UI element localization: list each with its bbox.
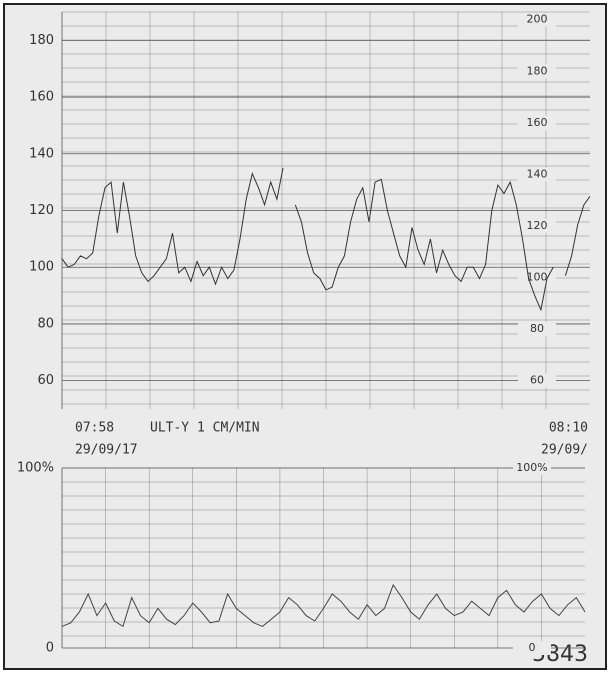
start-time: 07:58 xyxy=(75,421,114,436)
mode: ULT-Y 1 CM/MIN xyxy=(150,421,260,436)
paper xyxy=(3,3,607,670)
y-tick-label: 180 xyxy=(29,33,54,48)
label-bg xyxy=(518,115,556,130)
y-tick-label: 140 xyxy=(29,146,54,161)
label-bg xyxy=(518,167,556,182)
trace xyxy=(61,167,591,312)
y2-tick-label: 60 xyxy=(530,374,544,387)
y2-tick-label: 100% xyxy=(516,461,547,474)
y-tick-label: 0 xyxy=(46,641,54,656)
end-date: 29/09/ xyxy=(541,443,588,458)
label-bg xyxy=(518,322,556,337)
y-tick-label: 160 xyxy=(29,90,54,105)
y2-tick-label: 0 xyxy=(529,641,536,654)
label-bg xyxy=(518,373,556,388)
y-tick-label: 100% xyxy=(17,461,54,476)
y2-tick-label: 140 xyxy=(527,167,548,180)
label-bg xyxy=(518,64,556,79)
label-bg xyxy=(518,12,556,27)
y2-tick-label: 80 xyxy=(530,322,544,335)
start-date: 29/09/17 xyxy=(75,443,138,458)
y2-tick-label: 100 xyxy=(527,271,548,284)
y2-tick-label: 160 xyxy=(527,116,548,129)
label-bg xyxy=(518,218,556,233)
y2-tick-label: 180 xyxy=(527,64,548,77)
label-bg xyxy=(513,461,551,475)
y2-tick-label: 200 xyxy=(527,13,548,26)
y2-tick-label: 120 xyxy=(527,219,548,232)
label-bg xyxy=(513,641,551,655)
trace xyxy=(61,583,586,628)
y-tick-label: 80 xyxy=(37,316,54,331)
y-tick-label: 120 xyxy=(29,203,54,218)
y-tick-label: 100 xyxy=(29,260,54,275)
end-time: 08:10 xyxy=(549,421,588,436)
y-tick-label: 60 xyxy=(37,373,54,388)
